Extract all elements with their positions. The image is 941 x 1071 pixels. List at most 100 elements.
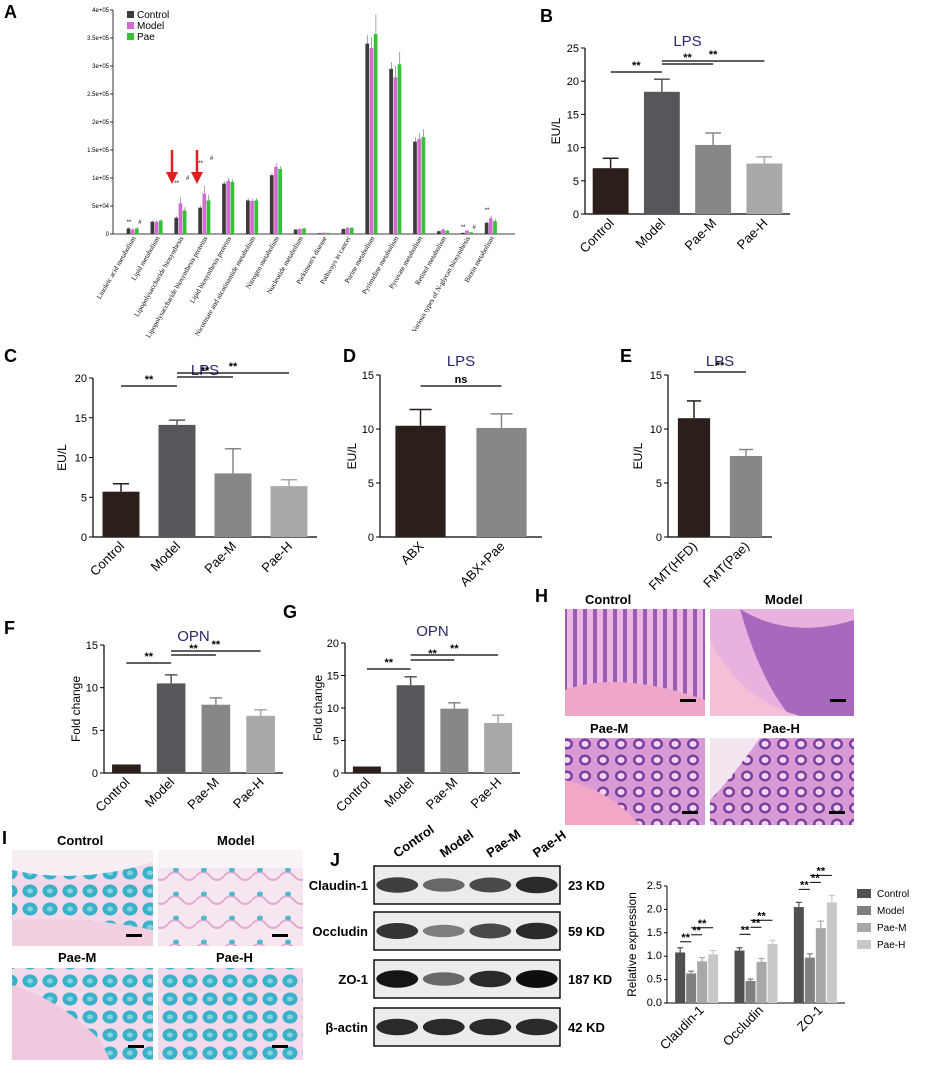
significance-label: ** xyxy=(817,865,826,877)
panel-label-d: D xyxy=(343,346,356,366)
y-tick-label: 0 xyxy=(368,532,374,544)
significance-label: ** xyxy=(229,361,238,373)
x-category-label: Control xyxy=(333,774,373,814)
chart-title: LPS xyxy=(706,353,734,370)
micrograph-grid-i: Control Model Pae-M Pae-H xyxy=(12,833,303,1060)
blot-band xyxy=(469,1018,512,1036)
bar-pae xyxy=(421,137,426,234)
x-category-label: Linoleic acid metabolism xyxy=(95,235,138,301)
legend-label: Control xyxy=(137,10,169,21)
bar xyxy=(158,424,196,537)
bar-pae xyxy=(206,200,211,234)
bar-control xyxy=(198,207,202,234)
blot-band xyxy=(376,970,419,988)
scale-bar-i-model xyxy=(272,934,288,937)
x-category-label: FMT(Pae) xyxy=(700,539,752,591)
blot-protein-label: β-actin xyxy=(325,1020,368,1035)
y-tick-label: 1.0 xyxy=(647,950,662,962)
bar-pae xyxy=(397,64,402,234)
significance-label: ** xyxy=(800,879,809,891)
x-category-label: ABX xyxy=(398,538,427,567)
blot-lane-label: Model xyxy=(437,827,476,861)
bar xyxy=(201,704,231,773)
panel-label-j: J xyxy=(330,850,340,870)
bar-model xyxy=(130,229,135,234)
bar xyxy=(476,427,527,537)
bar-control xyxy=(317,233,322,234)
y-tick-label: 5e+04 xyxy=(92,204,110,210)
y-tick-label: 10 xyxy=(362,424,374,436)
scale-bar-h-paem xyxy=(682,811,698,814)
bar-model xyxy=(274,166,278,234)
significance-label: ** xyxy=(212,639,221,651)
x-category-label: Pae-M xyxy=(201,539,239,577)
bar-pae xyxy=(278,169,282,234)
legend-swatch xyxy=(857,906,871,915)
micrograph-grid-h: Control Model Pae-M Pae-H xyxy=(565,592,854,825)
bar xyxy=(643,91,680,214)
chart-d: 0 5 10 15 LPS EU/L ABX ABX+Pae ns xyxy=(345,353,542,589)
x-category-label: Control xyxy=(576,215,616,255)
x-category-label: Pae-H xyxy=(468,775,505,812)
blot-band xyxy=(469,970,512,988)
y-tick-label: 20 xyxy=(75,373,87,385)
y-axis-label: Fold change xyxy=(69,676,83,742)
legend-label: Control xyxy=(877,889,909,900)
legend-label: Pae-M xyxy=(877,923,906,934)
bar-model xyxy=(488,218,493,234)
y-axis-label: EU/L xyxy=(549,117,563,144)
significance-label: ** xyxy=(757,910,766,922)
bar-control xyxy=(341,228,346,234)
bar-pae-h xyxy=(767,944,778,1003)
chart-title: LPS xyxy=(447,353,475,370)
chart-e: 0 5 10 15 LPS EU/L FMT(HFD) FMT(Pae) ** xyxy=(631,353,772,593)
bar xyxy=(102,491,140,537)
red-arrow-head xyxy=(166,172,178,184)
legend-label: Model xyxy=(137,21,164,32)
bar-pae xyxy=(230,181,235,234)
bar-model xyxy=(297,228,302,234)
blot-band xyxy=(376,923,419,939)
bar-pae xyxy=(373,34,378,234)
significance-label: ** xyxy=(127,220,132,226)
y-tick-label: 15 xyxy=(75,413,87,425)
bar-control xyxy=(222,183,226,234)
bar-pae xyxy=(493,221,497,234)
bar-pae-m xyxy=(697,961,708,1003)
panel-label-a: A xyxy=(4,2,17,22)
y-tick-label: 5 xyxy=(81,492,87,504)
blot-kd-label: 59 KD xyxy=(568,924,605,939)
blot-lane-label: Pae-M xyxy=(483,826,523,860)
bar xyxy=(112,764,141,773)
y-tick-label: 1.5e+05 xyxy=(87,148,110,154)
significance-label: ** xyxy=(683,52,692,64)
bar-model xyxy=(441,229,445,234)
micrograph-i-paeh xyxy=(158,968,303,1060)
bar-pae-m xyxy=(756,961,767,1003)
micrograph-i-model-lumen xyxy=(158,850,303,868)
bar xyxy=(440,708,469,773)
bar-control xyxy=(484,222,489,234)
chart-f: 0 5 10 15 OPN Fold change Control Model Pae-M Pae… xyxy=(69,628,283,815)
bar xyxy=(270,486,308,537)
bar-pae-h xyxy=(708,954,719,1003)
bar-model xyxy=(465,230,469,234)
bar-control xyxy=(174,217,179,234)
x-category-label: Pae-M xyxy=(184,775,222,813)
bar xyxy=(246,715,275,773)
bar-pae xyxy=(254,200,259,234)
significance-label: ns xyxy=(455,374,468,386)
significance-label: ** xyxy=(709,49,718,61)
micrograph-i-control-label: Control xyxy=(57,833,103,848)
y-tick-label: 1e+05 xyxy=(92,176,110,182)
chart-title: OPN xyxy=(177,628,210,645)
micrograph-h-control-label: Control xyxy=(585,592,631,607)
bar xyxy=(156,683,186,773)
red-arrow-head xyxy=(191,172,203,184)
bar-pae xyxy=(349,227,354,234)
bar-model xyxy=(178,203,183,234)
x-category-label: ZO-1 xyxy=(794,1003,826,1035)
y-tick-label: 2.5e+05 xyxy=(87,92,110,98)
bar-pae-m xyxy=(815,928,826,1003)
x-category-label: Model xyxy=(147,538,183,574)
